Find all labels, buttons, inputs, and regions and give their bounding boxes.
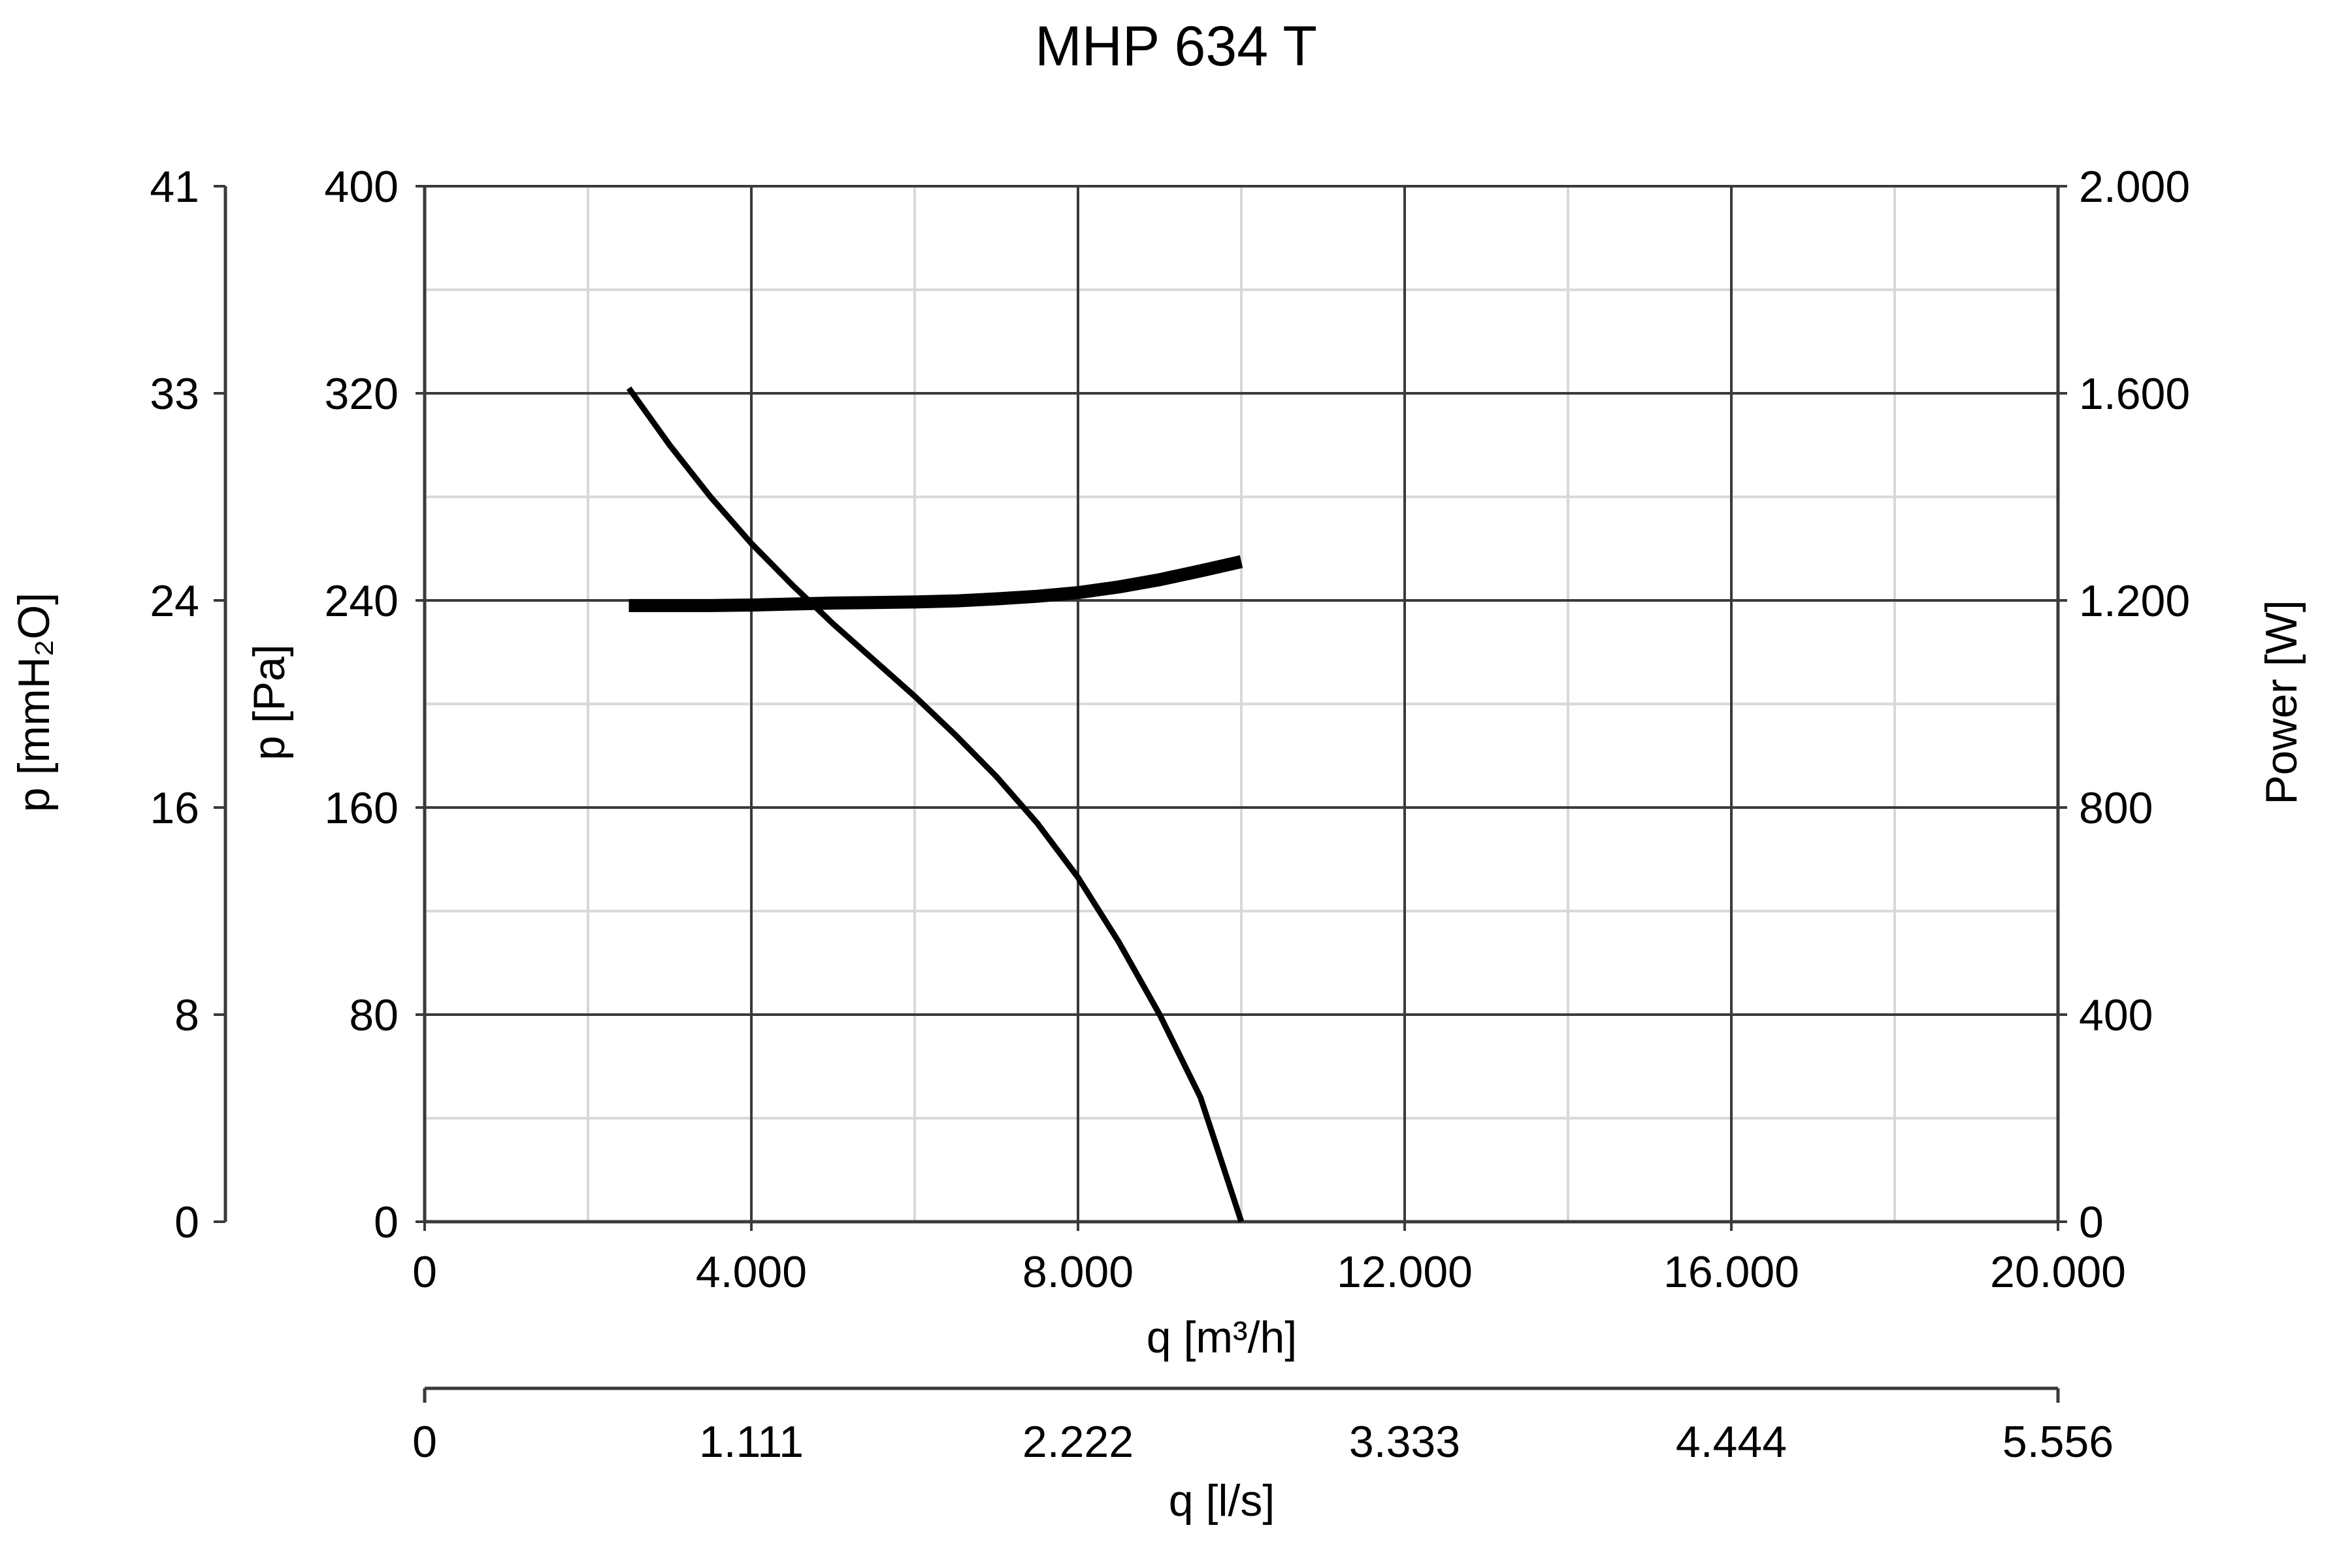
y2-axis-label: p [mmH₂O] — [9, 593, 59, 812]
x-tick-label: 0 — [412, 1247, 437, 1297]
power-curve — [629, 555, 1243, 612]
y2-tick-label: 16 — [150, 783, 199, 833]
x-tick-label: 4.000 — [696, 1247, 807, 1297]
x-tick-label: 16.000 — [1663, 1247, 1799, 1297]
x-tick-label: 8.000 — [1022, 1247, 1134, 1297]
y2-tick-label: 24 — [150, 576, 199, 626]
y3-tick-label: 0 — [2079, 1198, 2104, 1247]
x-tick-label: 20.000 — [1990, 1247, 2126, 1297]
x2-tick-label: 2.222 — [1022, 1417, 1134, 1467]
axes — [223, 186, 2060, 1403]
minor-gridlines — [425, 186, 2058, 1222]
y-tick-label: 240 — [325, 576, 399, 626]
y3-tick-label: 2.000 — [2079, 162, 2190, 212]
y3-tick-label: 800 — [2079, 783, 2153, 833]
x2-axis-label: q [l/s] — [1169, 1476, 1275, 1526]
x2-tick-label: 0 — [412, 1417, 437, 1467]
y2-tick-label: 0 — [174, 1198, 199, 1247]
y2-tick-label: 8 — [174, 990, 199, 1040]
y3-tick-label: 1.200 — [2079, 576, 2190, 626]
y-tick-label: 400 — [325, 162, 399, 212]
y-tick-label: 320 — [325, 369, 399, 419]
x-axis-label: q [m³/h] — [1147, 1313, 1298, 1362]
y-axis-label: p [Pa] — [244, 644, 294, 760]
x2-tick-label: 3.333 — [1349, 1417, 1460, 1467]
y3-axis-label: Power [W] — [2257, 600, 2306, 805]
y2-tick-label: 33 — [150, 369, 199, 419]
y-tick-label: 0 — [374, 1198, 399, 1247]
y2-tick-label: 41 — [150, 162, 199, 212]
x2-tick-label: 1.111 — [699, 1417, 804, 1467]
series — [626, 386, 1245, 1223]
y-tick-label: 80 — [349, 990, 399, 1040]
x-tick-label: 12.000 — [1337, 1247, 1473, 1297]
pressure-curve — [626, 386, 1245, 1223]
x2-tick-label: 4.444 — [1676, 1417, 1787, 1467]
y-tick-label: 160 — [325, 783, 399, 833]
y3-tick-label: 400 — [2079, 990, 2153, 1040]
x2-tick-label: 5.556 — [2002, 1417, 2114, 1467]
chart-title: MHP 634 T — [1035, 15, 1317, 78]
y3-tick-label: 1.600 — [2079, 369, 2190, 419]
